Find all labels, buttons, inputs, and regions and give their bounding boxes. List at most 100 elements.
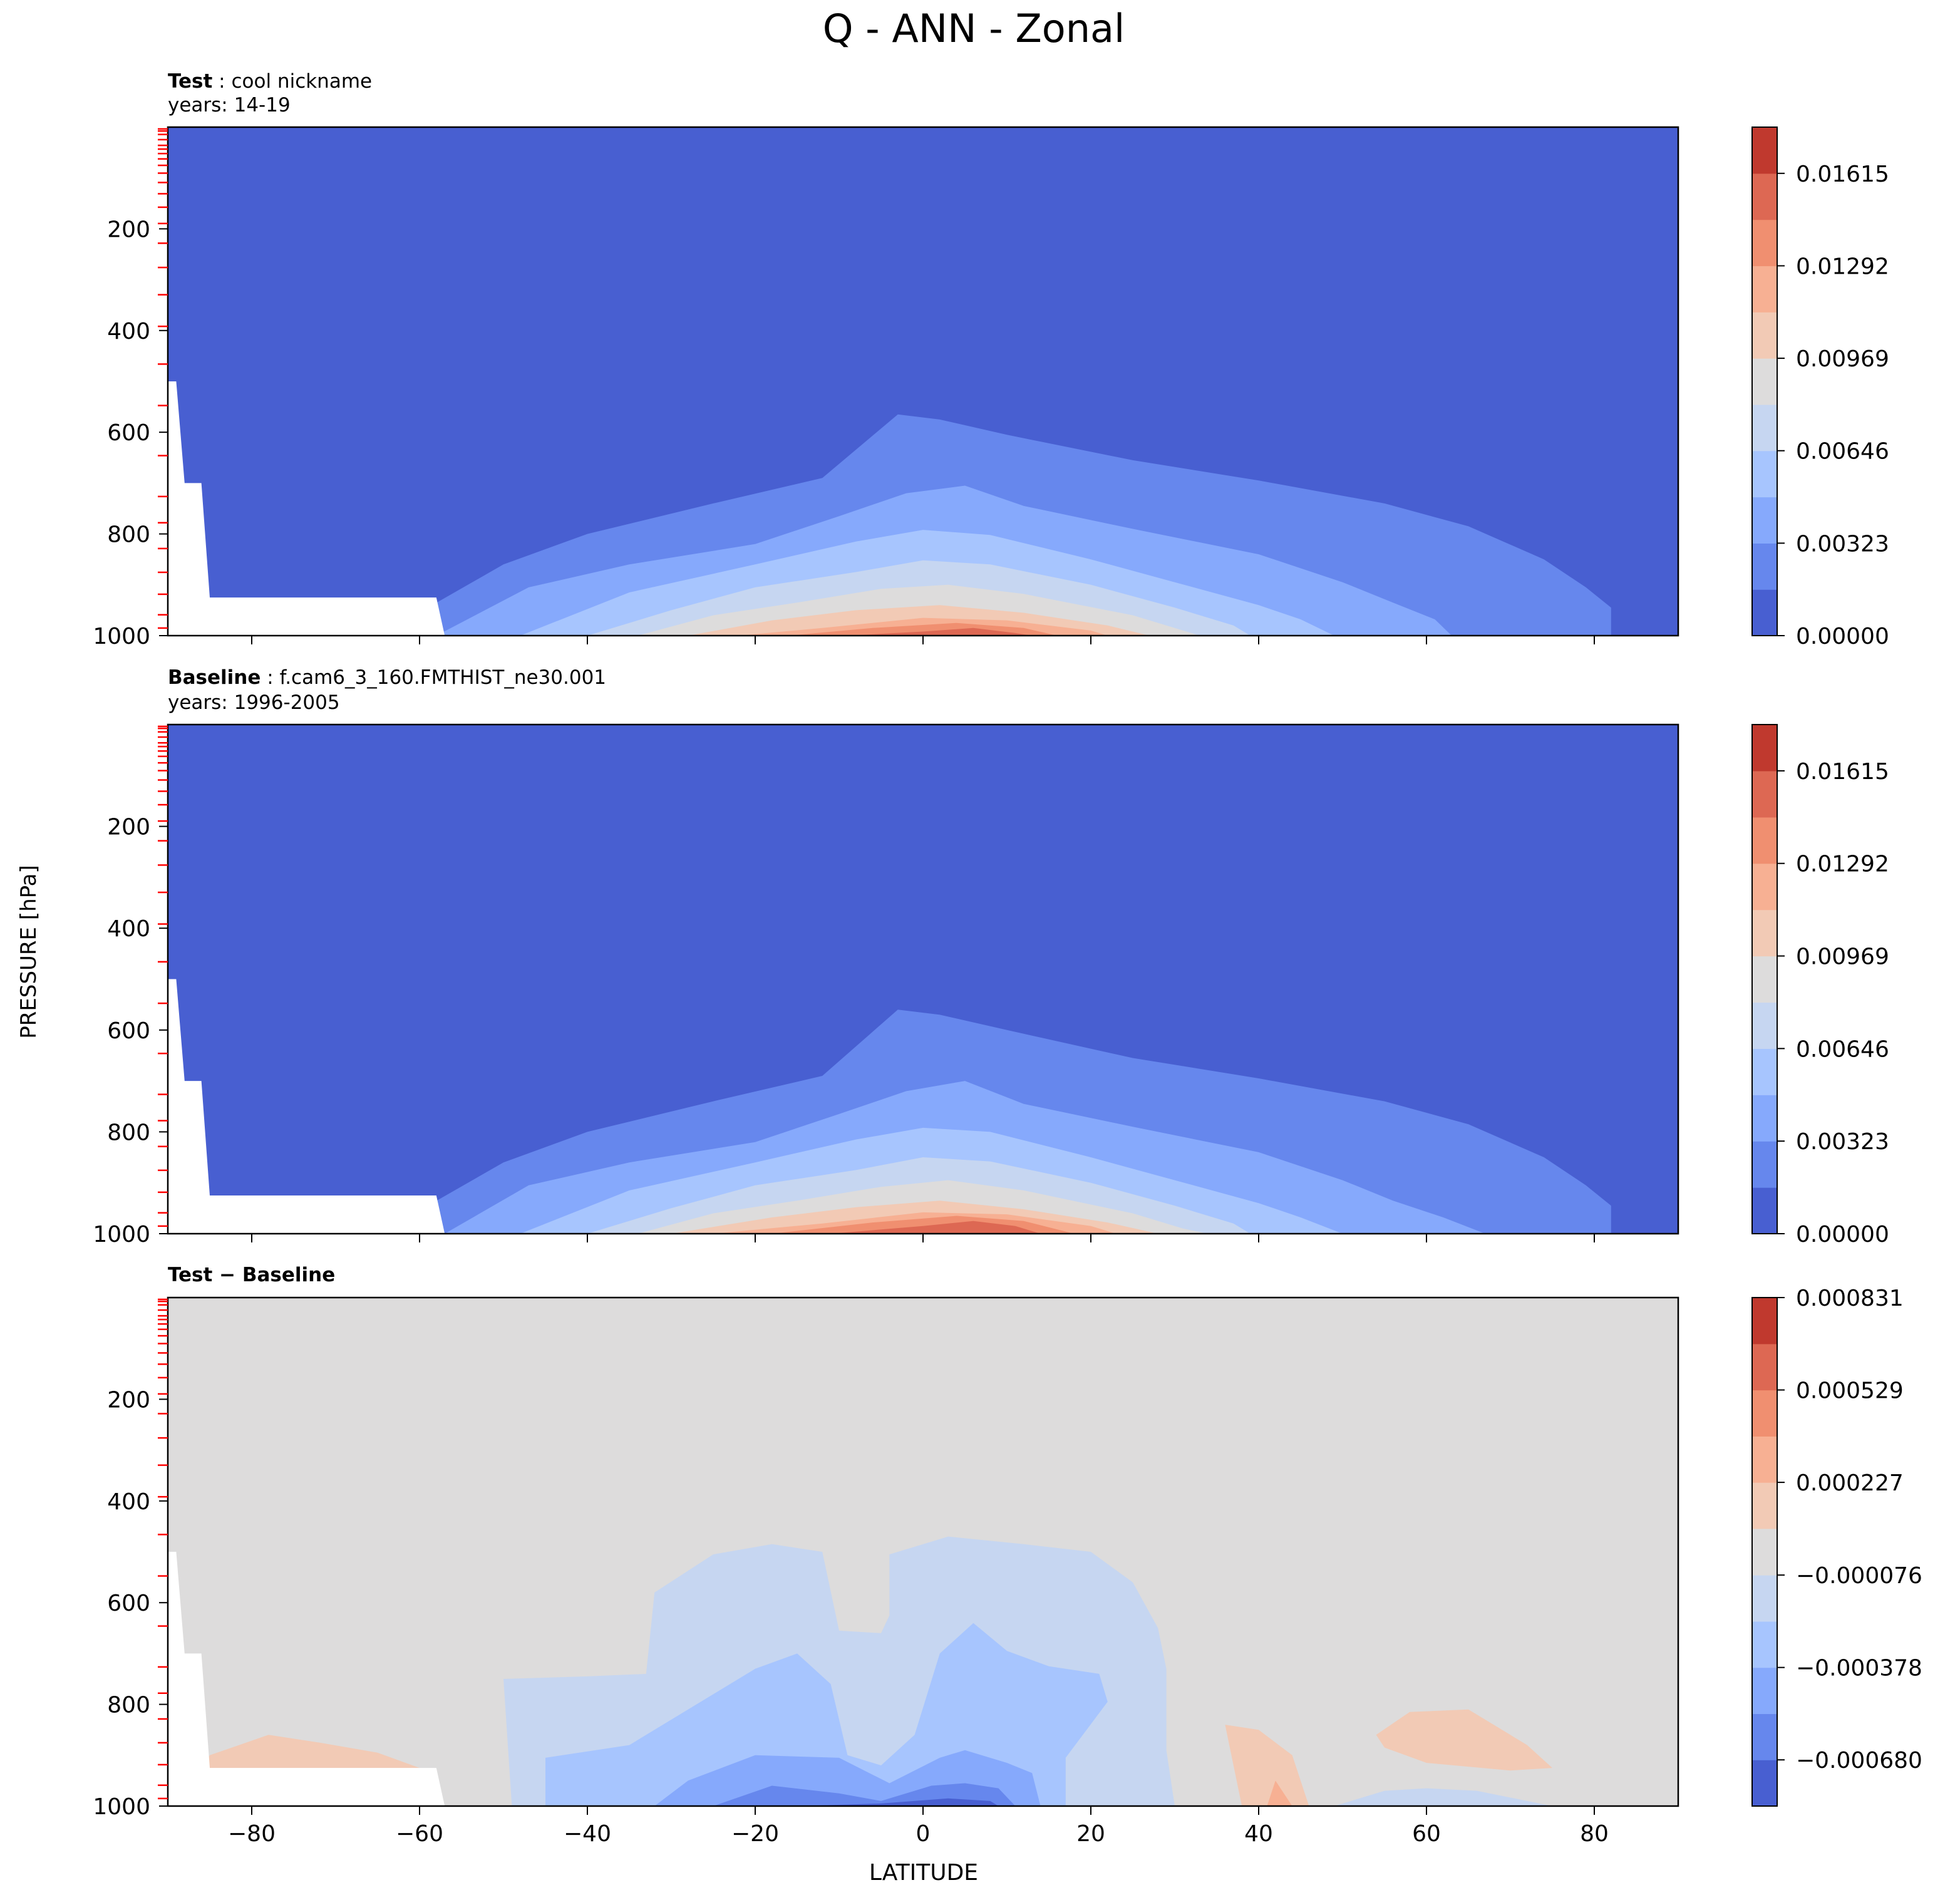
baseline-contours	[168, 979, 1611, 1234]
colorbar-tick-label: 0.000831	[1796, 1286, 1904, 1311]
colorbar-swatch	[1752, 312, 1777, 359]
x-tick-label: 60	[1412, 1821, 1441, 1847]
colorbar-swatch	[1752, 817, 1777, 864]
y-tick-label: 600	[107, 1591, 150, 1616]
test-panel-header: Test : cool nickname	[168, 69, 372, 94]
y-tick-label: 200	[107, 815, 150, 840]
test-case-name: cool nickname	[231, 70, 373, 93]
colorbar-swatch	[1752, 1621, 1777, 1668]
baseline-colorbar: 0.00000 0.00323 0.00646 0.00969 0.01292 0.016…	[1751, 724, 1889, 1247]
y-tick-label: 600	[107, 420, 150, 446]
x-axis-label: LATITUDE	[869, 1860, 978, 1886]
y-tick-label: 800	[107, 1693, 150, 1718]
colorbar-swatch	[1752, 1390, 1777, 1437]
test-contours	[168, 381, 1611, 636]
difference-topography-mask	[168, 1552, 445, 1806]
difference-contour-level-6	[201, 1735, 420, 1768]
baseline-topography-mask	[168, 979, 445, 1234]
difference-panel-label: Test − Baseline	[168, 1264, 336, 1286]
colorbar-swatch	[1752, 1528, 1777, 1576]
colorbar-swatch	[1752, 358, 1777, 405]
y-tick-label: 1000	[93, 1222, 150, 1247]
test-topography-mask	[168, 381, 445, 636]
colorbar-frame	[1751, 126, 1778, 636]
colorbar-tick-label: 0.00000	[1796, 1222, 1889, 1247]
y-axis-label: PRESSURE [hPa]	[16, 865, 41, 1038]
x-tick-label: −80	[228, 1821, 276, 1847]
y-tick-label: 600	[107, 1018, 150, 1044]
baseline-panel-header: Baseline : f.cam6_3_160.FMTHIST_ne30.001	[168, 665, 606, 690]
y-tick-label: 200	[107, 217, 150, 242]
x-tick-label: 0	[916, 1821, 931, 1847]
x-tick-label: 40	[1244, 1821, 1273, 1847]
colorbar-swatch	[1752, 1482, 1777, 1529]
colorbar-swatch	[1752, 1048, 1777, 1095]
baseline-contour-level-9	[830, 1221, 1041, 1234]
colorbar-swatch	[1752, 956, 1777, 1003]
difference-contour-level-7	[1267, 1780, 1292, 1806]
difference-panel-header: Test − Baseline	[168, 1262, 335, 1288]
colorbar-tick-label: 0.000227	[1796, 1470, 1904, 1496]
colorbar-swatch	[1752, 1002, 1777, 1049]
baseline-case-name: f.cam6_3_160.FMTHIST_ne30.001	[279, 666, 607, 689]
x-tick-label: −40	[564, 1821, 611, 1847]
baseline-panel-label: Baseline	[168, 666, 261, 689]
test-colorbar: 0.00000 0.00323 0.00646 0.00969 0.01292 0.016…	[1751, 126, 1889, 649]
colorbar-swatch	[1752, 1298, 1777, 1345]
colorbar-tick-label: 0.00323	[1796, 1129, 1889, 1155]
colorbar-tick-label: 0.01292	[1796, 852, 1889, 877]
colorbar-swatch	[1752, 1667, 1777, 1715]
colorbar-swatch	[1752, 1760, 1777, 1807]
label-separator: :	[212, 70, 232, 93]
test-years: years: 14-19	[168, 94, 291, 116]
y-tick-label: 1000	[93, 1794, 150, 1820]
colorbar-tick-label: 0.00323	[1796, 531, 1889, 557]
colorbar-tick-label: 0.01292	[1796, 254, 1889, 279]
colorbar-swatch	[1752, 1187, 1777, 1234]
difference-contour-level-0	[797, 1798, 999, 1806]
x-tick-label: −20	[731, 1821, 779, 1847]
colorbar-swatch	[1752, 909, 1777, 957]
y-tick-label: 800	[107, 522, 150, 548]
colorbar-tick-label: −0.000378	[1796, 1656, 1922, 1681]
x-tick-label: 20	[1076, 1821, 1105, 1847]
colorbar-swatch	[1752, 1343, 1777, 1391]
colorbar-swatch	[1752, 1141, 1777, 1188]
difference-colorbar: −0.000680 −0.000378 −0.000076 0.000227 0.000…	[1751, 1286, 1922, 1807]
x-tick-label: 80	[1580, 1821, 1609, 1847]
y-tick-label: 400	[107, 319, 150, 344]
test-contour-level-9	[847, 627, 1033, 636]
colorbar-swatch	[1752, 404, 1777, 452]
label-separator: :	[260, 666, 280, 689]
colorbar-swatch	[1752, 219, 1777, 267]
colorbar-swatch	[1752, 1436, 1777, 1483]
colorbar-swatch	[1752, 1095, 1777, 1142]
colorbar-tick-label: −0.000680	[1796, 1748, 1922, 1774]
y-tick-label: 200	[107, 1387, 150, 1413]
colorbar-tick-label: −0.000076	[1796, 1563, 1922, 1589]
figure-title: Q - ANN - Zonal	[823, 6, 1125, 51]
y-tick-label: 400	[107, 1489, 150, 1515]
colorbar-swatch	[1752, 589, 1777, 636]
test-panel-label: Test	[168, 70, 213, 93]
colorbar-swatch	[1752, 543, 1777, 590]
y-tick-label: 400	[107, 916, 150, 942]
colorbar-swatch	[1752, 863, 1777, 911]
baseline-years: years: 1996-2005	[168, 691, 340, 714]
difference-contours	[168, 1536, 1552, 1806]
difference-contour-level-6	[1376, 1709, 1552, 1771]
difference-contour-level-4	[1334, 1788, 1552, 1806]
colorbar-tick-label: 0.00969	[1796, 944, 1889, 970]
colorbar-tick-label: 0.01615	[1796, 162, 1889, 187]
difference-contour-level-6	[1225, 1725, 1309, 1806]
colorbar-swatch	[1752, 770, 1777, 818]
colorbar-swatch	[1752, 450, 1777, 498]
colorbar-tick-label: 0.00646	[1796, 1036, 1889, 1062]
colorbar-tick-label: 0.00969	[1796, 346, 1889, 372]
colorbar-tick-label: 0.000529	[1796, 1378, 1904, 1404]
difference-panel: 200 400 600 800 1000 −80 −60 −40 −20 0 20 40 60 80 −0.…	[93, 1286, 1922, 1847]
y-tick-label: 800	[107, 1120, 150, 1145]
colorbar-swatch	[1752, 1575, 1777, 1622]
